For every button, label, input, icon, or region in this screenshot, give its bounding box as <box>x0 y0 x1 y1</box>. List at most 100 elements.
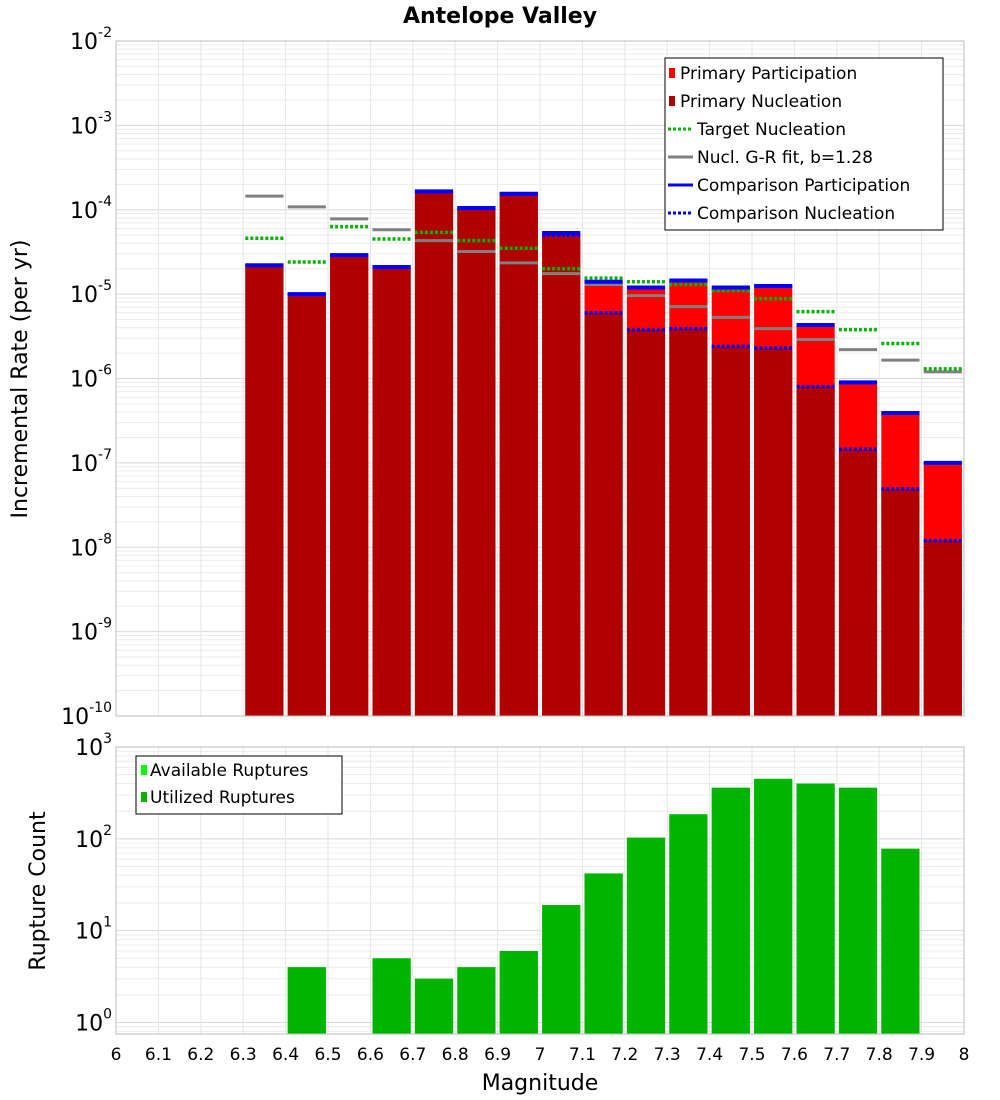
nucleation-bar <box>669 328 708 716</box>
y-tick-base: 10 <box>70 114 98 139</box>
nucleation-bar <box>330 255 369 716</box>
y-tick-exponent: -3 <box>98 109 112 125</box>
utilized-ruptures-bar <box>499 951 538 1034</box>
x-tick-label: 7.5 <box>738 1045 765 1065</box>
nucleation-bar <box>796 386 835 716</box>
x-tick-label: 7.8 <box>866 1045 893 1065</box>
x-tick-label: 6.5 <box>314 1045 341 1065</box>
y-tick-exponent: 2 <box>103 823 112 839</box>
legend-label: Comparison Participation <box>697 176 910 196</box>
utilized-ruptures-bar <box>796 783 835 1034</box>
y-tick-label: 101 <box>75 915 112 945</box>
nucleation-bar <box>414 191 454 717</box>
y-tick-label: 10-2 <box>70 25 112 55</box>
y-tick-exponent: 1 <box>103 915 112 931</box>
bottom-legend-box <box>135 755 343 815</box>
y-tick-exponent: -7 <box>98 447 112 463</box>
top-plot-border <box>115 40 965 717</box>
top-y-axis-label: Incremental Rate (per yr) <box>8 240 33 519</box>
utilized-ruptures-bar <box>584 873 623 1034</box>
y-tick-base: 10 <box>70 621 98 646</box>
utilized-ruptures-bar <box>287 967 326 1034</box>
x-axis-label: Magnitude <box>482 1071 599 1096</box>
top-plot-panel: 10-1010-910-810-710-610-510-410-310-2Pri… <box>61 25 965 730</box>
x-tick-label: 7.2 <box>611 1045 638 1065</box>
x-tick-label: 6.3 <box>230 1045 257 1065</box>
nucleation-bar <box>754 347 793 716</box>
y-tick-exponent: -4 <box>98 194 112 210</box>
nucleation-bar <box>457 207 496 716</box>
nucleation-bar <box>499 193 538 716</box>
y-tick-label: 10-4 <box>70 194 112 224</box>
legend-swatch <box>141 765 147 775</box>
nucleation-bar <box>881 489 920 716</box>
nucleation-bar <box>245 265 284 716</box>
legend-label: Utilized Ruptures <box>150 788 295 808</box>
nucleation-bar <box>626 329 666 716</box>
y-tick-exponent: 0 <box>103 1007 112 1023</box>
utilized-ruptures-bar <box>669 814 708 1034</box>
nucleation-bar <box>584 312 623 716</box>
nucleation-bar <box>542 235 581 716</box>
y-tick-label: 102 <box>75 823 112 853</box>
y-tick-base: 10 <box>70 199 98 224</box>
x-tick-label: 7.1 <box>569 1045 596 1065</box>
legend-swatch <box>669 68 675 78</box>
y-tick-label: 10-6 <box>70 363 112 393</box>
y-tick-base: 10 <box>75 736 103 761</box>
x-tick-label: 8 <box>959 1045 970 1065</box>
y-tick-base: 10 <box>70 30 98 55</box>
y-tick-base: 10 <box>75 920 103 945</box>
utilized-ruptures-bar <box>626 837 666 1034</box>
x-tick-label: 6.7 <box>399 1045 426 1065</box>
y-tick-exponent: -9 <box>98 616 112 632</box>
legend-label: Primary Nucleation <box>680 92 842 112</box>
bottom-plot-border <box>115 746 965 1035</box>
nucleation-bar <box>711 346 750 716</box>
top-legend: Primary Participation Primary Nucleation T… <box>664 57 944 231</box>
nucleation-bar <box>372 266 411 716</box>
y-tick-label: 103 <box>75 731 112 761</box>
x-tick-label: 6.8 <box>442 1045 469 1065</box>
utilized-ruptures-bar <box>711 787 750 1034</box>
legend-label: Primary Participation <box>680 64 857 84</box>
y-tick-label: 10-10 <box>61 700 112 730</box>
legend-swatch <box>141 792 147 802</box>
y-tick-base: 10 <box>75 1012 103 1037</box>
y-tick-label: 10-9 <box>70 616 112 646</box>
legend-label: Nucl. G-R fit, b=1.28 <box>697 148 873 168</box>
x-tick-label: 6 <box>111 1045 122 1065</box>
x-tick-label: 7.9 <box>908 1045 935 1065</box>
x-tick-label: 7.6 <box>781 1045 808 1065</box>
nucleation-bar <box>287 294 326 716</box>
y-tick-label: 10-8 <box>70 531 112 561</box>
legend-swatch <box>669 96 675 106</box>
y-tick-exponent: -8 <box>98 531 112 547</box>
y-tick-exponent: -2 <box>98 25 112 41</box>
utilized-ruptures-bar <box>457 967 496 1034</box>
y-tick-base: 10 <box>70 368 98 393</box>
chart-title: Antelope Valley <box>403 4 597 29</box>
nucleation-bar <box>923 540 962 716</box>
y-tick-exponent: 3 <box>103 731 112 747</box>
utilized-ruptures-bar <box>754 778 793 1034</box>
y-tick-label: 10-5 <box>70 278 112 308</box>
utilized-ruptures-bar <box>372 958 411 1034</box>
legend-label: Available Ruptures <box>150 761 308 781</box>
y-tick-base: 10 <box>61 705 89 730</box>
utilized-ruptures-bar <box>542 905 581 1034</box>
utilized-ruptures-bar <box>881 848 920 1034</box>
utilized-ruptures-bar <box>838 787 878 1034</box>
y-tick-label: 100 <box>75 1007 112 1037</box>
utilized-ruptures-bar <box>414 978 454 1034</box>
x-tick-label: 6.6 <box>357 1045 384 1065</box>
x-tick-label: 6.9 <box>484 1045 511 1065</box>
bottom-legend: Available Ruptures Utilized Ruptures <box>135 755 343 815</box>
y-tick-exponent: -6 <box>98 363 112 379</box>
y-tick-exponent: -5 <box>98 278 112 294</box>
x-tick-label: 7.4 <box>696 1045 723 1065</box>
bottom-y-axis-label: Rupture Count <box>26 811 51 971</box>
nucleation-bar <box>838 449 878 716</box>
